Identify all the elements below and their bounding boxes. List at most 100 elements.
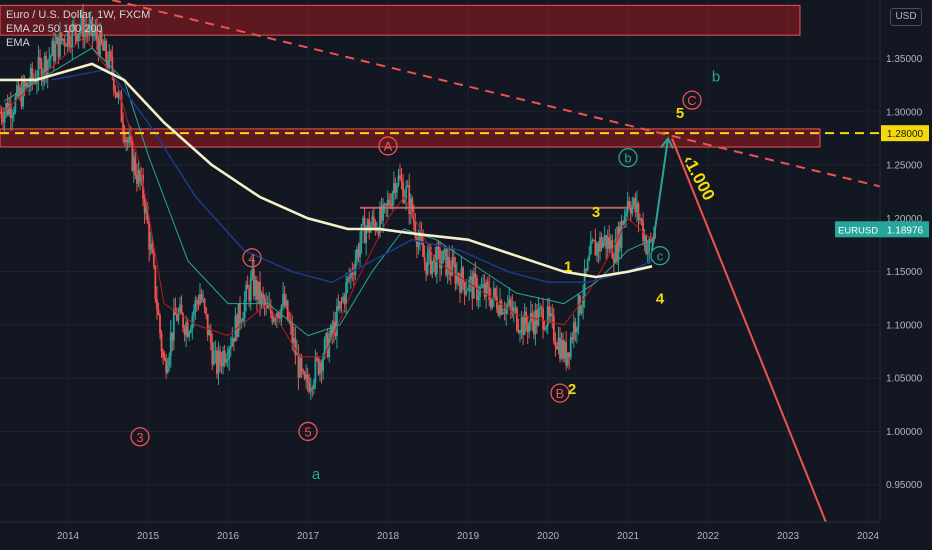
candle-body xyxy=(599,237,601,252)
candle-body xyxy=(519,332,521,334)
candle-body xyxy=(228,348,231,359)
candle-body xyxy=(211,343,214,365)
candle-body xyxy=(526,324,529,333)
candle-body xyxy=(419,232,421,240)
candle-body xyxy=(265,303,268,306)
candle-body xyxy=(640,218,643,222)
chart-legend: Euro / U.S. Dollar, 1W, FXCM EMA 20 50 1… xyxy=(6,8,150,50)
candle-body xyxy=(351,271,354,275)
price-tick-label: 1.15000 xyxy=(886,267,923,278)
candle-body xyxy=(157,309,160,315)
candle-body xyxy=(402,181,404,203)
candle-body xyxy=(208,329,211,336)
candle-body xyxy=(252,268,255,296)
candle-body xyxy=(356,248,358,261)
candle-body xyxy=(352,274,355,276)
wave-circle xyxy=(378,136,398,156)
candle-body xyxy=(565,342,568,366)
candle-body xyxy=(456,273,458,284)
candle-body xyxy=(202,298,204,301)
candle-body xyxy=(469,276,472,280)
candle-body xyxy=(125,139,128,143)
candle-body xyxy=(116,92,118,98)
candle-body xyxy=(222,350,224,367)
candle-body xyxy=(85,29,88,32)
candle-body xyxy=(209,329,212,344)
candle-body xyxy=(388,199,391,205)
candle-body xyxy=(311,387,314,389)
candle-body xyxy=(17,85,20,97)
candle-body xyxy=(491,297,494,308)
wave-label: 3 xyxy=(136,430,143,445)
candle-body xyxy=(577,295,580,328)
candle-body xyxy=(63,38,66,45)
candle-body xyxy=(485,281,488,297)
wave-circle xyxy=(298,421,318,442)
candle-body xyxy=(400,178,403,182)
candle-body xyxy=(52,41,55,62)
level-price-text: 1.28000 xyxy=(887,129,924,140)
candle-body xyxy=(428,247,431,253)
price-tick-label: 1.20000 xyxy=(886,214,923,225)
candle-body xyxy=(602,240,604,248)
candle-body xyxy=(459,280,461,293)
candle-body xyxy=(360,224,363,244)
candle-body xyxy=(206,313,209,336)
candle-body xyxy=(314,356,317,383)
candle-body xyxy=(405,186,408,199)
candle-body xyxy=(539,307,541,309)
candle-body xyxy=(83,29,86,41)
candle-body xyxy=(446,256,449,276)
time-tick-label: 2021 xyxy=(617,531,640,542)
candle-body xyxy=(614,239,617,263)
candle-body xyxy=(120,94,123,122)
candle-body xyxy=(457,273,460,281)
candle-body xyxy=(326,333,329,358)
wave-circle xyxy=(650,246,670,266)
candle-body xyxy=(31,67,34,80)
candle-body xyxy=(196,300,198,303)
candle-body xyxy=(92,34,95,37)
candle-body xyxy=(466,290,469,292)
candle-body xyxy=(166,365,169,373)
currency-button[interactable]: USD xyxy=(890,8,922,26)
candle-body xyxy=(282,294,284,305)
candle-body xyxy=(432,255,435,261)
candle-body xyxy=(334,321,337,337)
candle-body xyxy=(332,321,335,335)
candle-body xyxy=(79,28,81,34)
candle-body xyxy=(37,57,40,81)
candle-body xyxy=(600,237,603,248)
ema-line-ema100 xyxy=(51,68,653,284)
candle-body xyxy=(225,359,228,363)
candle-body xyxy=(26,83,29,88)
candle-body xyxy=(237,303,240,337)
candle-body xyxy=(60,32,63,41)
candle-body xyxy=(82,15,84,41)
ema-line-ema20 xyxy=(3,36,653,358)
candle-body xyxy=(185,322,188,336)
candle-body xyxy=(200,294,203,301)
candle-body xyxy=(346,277,349,283)
candle-body xyxy=(345,282,348,305)
candle-body xyxy=(626,200,629,213)
candle-body xyxy=(248,288,251,301)
candle-body xyxy=(417,239,420,248)
wave-circle xyxy=(242,248,262,268)
candle-body xyxy=(328,338,331,358)
candle-body xyxy=(562,339,564,359)
candle-body xyxy=(622,221,624,225)
candle-body xyxy=(136,175,138,184)
candle-body xyxy=(23,80,26,87)
candle-body xyxy=(114,90,117,93)
candle-body xyxy=(320,362,323,372)
candle-body xyxy=(289,321,292,324)
candle-body xyxy=(156,298,158,310)
candle-body xyxy=(292,338,295,344)
candle-body xyxy=(437,246,440,249)
candle-body xyxy=(619,226,621,248)
candle-body xyxy=(231,337,234,346)
